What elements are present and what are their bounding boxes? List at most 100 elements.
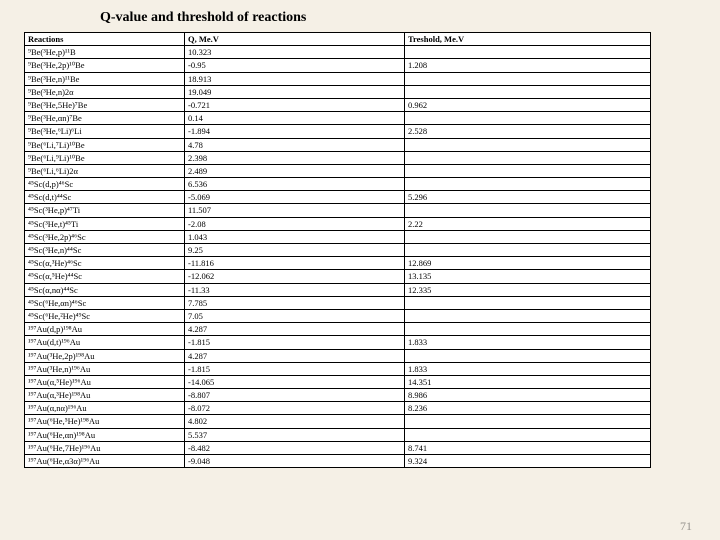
table-row: ⁴⁵Sc(⁶He,αn)⁴⁶Sc7.785 <box>25 296 651 309</box>
cell-threshold: 8.986 <box>405 389 651 402</box>
cell-qvalue: -2.08 <box>185 217 405 230</box>
cell-qvalue: -12.062 <box>185 270 405 283</box>
cell-threshold: 2.22 <box>405 217 651 230</box>
page-title: Q-value and threshold of reactions <box>0 0 720 32</box>
cell-qvalue: -1.815 <box>185 336 405 349</box>
cell-reaction: ¹⁹⁷Au(⁶He,α3α)¹⁹⁶Au <box>25 455 185 468</box>
cell-reaction: ⁴⁵Sc(³He,2p)⁴⁶Sc <box>25 230 185 243</box>
cell-qvalue: 2.398 <box>185 151 405 164</box>
table-row: ⁴⁵Sc(³He,2p)⁴⁶Sc1.043 <box>25 230 651 243</box>
cell-reaction: ⁴⁵Sc(⁶He,αn)⁴⁶Sc <box>25 296 185 309</box>
cell-qvalue: 11.507 <box>185 204 405 217</box>
table-row: ⁴⁵Sc(α,³He)⁴⁶Sc-11.81612.869 <box>25 257 651 270</box>
table-row: ¹⁹⁷Au(⁶He,7He)¹⁹⁶Au-8.4828.741 <box>25 441 651 454</box>
table-header-row: Reactions Q, Me.V Treshold, Me.V <box>25 33 651 46</box>
cell-reaction: ⁹Be(³He,5He)⁷Be <box>25 98 185 111</box>
cell-threshold: 12.869 <box>405 257 651 270</box>
cell-threshold <box>405 230 651 243</box>
cell-qvalue: -11.33 <box>185 283 405 296</box>
cell-qvalue: 0.14 <box>185 112 405 125</box>
cell-threshold <box>405 164 651 177</box>
cell-reaction: ¹⁹⁷Au(α,nα)¹⁹⁶Au <box>25 402 185 415</box>
cell-threshold <box>405 72 651 85</box>
cell-qvalue: 5.537 <box>185 428 405 441</box>
cell-threshold: 9.324 <box>405 455 651 468</box>
cell-qvalue: -0.721 <box>185 98 405 111</box>
cell-qvalue: -9.048 <box>185 455 405 468</box>
cell-threshold: 8.741 <box>405 441 651 454</box>
cell-qvalue: -1.894 <box>185 125 405 138</box>
table-row: ¹⁹⁷Au(α,³He)¹⁹⁸Au-8.8078.986 <box>25 389 651 402</box>
table-row: ⁹Be(⁶Li,⁷Li)¹⁰Be4.78 <box>25 138 651 151</box>
cell-qvalue: 7.785 <box>185 296 405 309</box>
cell-reaction: ⁴⁵Sc(d,p)⁴⁶Sc <box>25 178 185 191</box>
cell-threshold: 1.833 <box>405 362 651 375</box>
cell-qvalue: 1.043 <box>185 230 405 243</box>
table-row: ⁹Be(³He,n)¹¹Be18.913 <box>25 72 651 85</box>
cell-threshold <box>405 323 651 336</box>
table-row: ⁹Be(³He,n)2α19.049 <box>25 85 651 98</box>
cell-qvalue: 4.78 <box>185 138 405 151</box>
cell-reaction: ⁴⁵Sc(³He,p)⁴⁷Ti <box>25 204 185 217</box>
cell-threshold <box>405 46 651 59</box>
cell-reaction: ¹⁹⁷Au(⁶He,7He)¹⁹⁶Au <box>25 441 185 454</box>
cell-reaction: ⁴⁵Sc(α,³He)⁴⁶Sc <box>25 257 185 270</box>
cell-reaction: ⁴⁵Sc(⁶He,²He)⁴⁹Sc <box>25 309 185 322</box>
cell-threshold <box>405 349 651 362</box>
cell-threshold: 0.962 <box>405 98 651 111</box>
table-row: ¹⁹⁷Au(α,⁵He)¹⁹⁶Au-14.06514.351 <box>25 375 651 388</box>
table-row: ⁴⁵Sc(d,p)⁴⁶Sc6.536 <box>25 178 651 191</box>
cell-reaction: ⁴⁵Sc(α,nα)⁴⁴Sc <box>25 283 185 296</box>
table-row: ¹⁹⁷Au(⁶He,α3α)¹⁹⁶Au-9.0489.324 <box>25 455 651 468</box>
table-row: ¹⁹⁷Au(α,nα)¹⁹⁶Au-8.0728.236 <box>25 402 651 415</box>
cell-reaction: ⁹Be(³He,n)¹¹Be <box>25 72 185 85</box>
cell-threshold <box>405 428 651 441</box>
cell-threshold: 14.351 <box>405 375 651 388</box>
cell-reaction: ⁴⁵Sc(³He,n)⁴⁴Sc <box>25 244 185 257</box>
cell-reaction: ¹⁹⁷Au(d,t)¹⁹⁶Au <box>25 336 185 349</box>
cell-threshold: 1.833 <box>405 336 651 349</box>
cell-reaction: ⁴⁵Sc(α,⁵He)⁴⁴Sc <box>25 270 185 283</box>
cell-qvalue: 9.25 <box>185 244 405 257</box>
table-row: ⁴⁵Sc(α,⁵He)⁴⁴Sc-12.06213.135 <box>25 270 651 283</box>
cell-reaction: ⁹Be(³He,p)¹¹B <box>25 46 185 59</box>
cell-reaction: ¹⁹⁷Au(⁶He,αn)¹⁹⁸Au <box>25 428 185 441</box>
table-row: ⁹Be(⁶Li,⁹Li)¹⁰Be2.398 <box>25 151 651 164</box>
cell-threshold: 8.236 <box>405 402 651 415</box>
table-row: ⁹Be(³He,αn)⁷Be0.14 <box>25 112 651 125</box>
table-row: ¹⁹⁷Au(d,p)¹⁹⁸Au4.287 <box>25 323 651 336</box>
table-row: ⁴⁵Sc(³He,t)⁴⁵Ti-2.082.22 <box>25 217 651 230</box>
cell-reaction: ⁴⁵Sc(d,t)⁴⁴Sc <box>25 191 185 204</box>
cell-reaction: ⁹Be(³He,n)2α <box>25 85 185 98</box>
cell-qvalue: 6.536 <box>185 178 405 191</box>
cell-threshold: 13.135 <box>405 270 651 283</box>
table-row: ⁹Be(³He,2p)¹⁰Be-0.951.208 <box>25 59 651 72</box>
cell-reaction: ¹⁹⁷Au(³He,n)¹⁹⁶Au <box>25 362 185 375</box>
cell-qvalue: -8.482 <box>185 441 405 454</box>
cell-threshold <box>405 112 651 125</box>
cell-qvalue: 4.287 <box>185 349 405 362</box>
cell-reaction: ¹⁹⁷Au(α,³He)¹⁹⁸Au <box>25 389 185 402</box>
table-row: ⁹Be(³He,p)¹¹B10.323 <box>25 46 651 59</box>
table-row: ⁴⁵Sc(α,nα)⁴⁴Sc-11.3312.335 <box>25 283 651 296</box>
table-row: ¹⁹⁷Au(⁶He,⁵He)¹⁹⁸Au4.802 <box>25 415 651 428</box>
cell-qvalue: 7.05 <box>185 309 405 322</box>
cell-reaction: ⁴⁵Sc(³He,t)⁴⁵Ti <box>25 217 185 230</box>
cell-threshold <box>405 204 651 217</box>
cell-qvalue: 4.287 <box>185 323 405 336</box>
cell-qvalue: -11.816 <box>185 257 405 270</box>
cell-reaction: ⁹Be(³He,⁶Li)⁶Li <box>25 125 185 138</box>
cell-reaction: ¹⁹⁷Au(d,p)¹⁹⁸Au <box>25 323 185 336</box>
table-row: ⁴⁵Sc(d,t)⁴⁴Sc-5.0695.296 <box>25 191 651 204</box>
cell-qvalue: -0.95 <box>185 59 405 72</box>
cell-threshold <box>405 178 651 191</box>
cell-reaction: ⁹Be(⁶Li,⁷Li)¹⁰Be <box>25 138 185 151</box>
cell-qvalue: 10.323 <box>185 46 405 59</box>
table-row: ¹⁹⁷Au(d,t)¹⁹⁶Au-1.8151.833 <box>25 336 651 349</box>
cell-threshold <box>405 85 651 98</box>
cell-threshold: 2.528 <box>405 125 651 138</box>
cell-reaction: ⁹Be(³He,2p)¹⁰Be <box>25 59 185 72</box>
cell-reaction: ⁹Be(³He,αn)⁷Be <box>25 112 185 125</box>
cell-threshold <box>405 415 651 428</box>
cell-reaction: ⁹Be(⁶Li,⁹Li)¹⁰Be <box>25 151 185 164</box>
